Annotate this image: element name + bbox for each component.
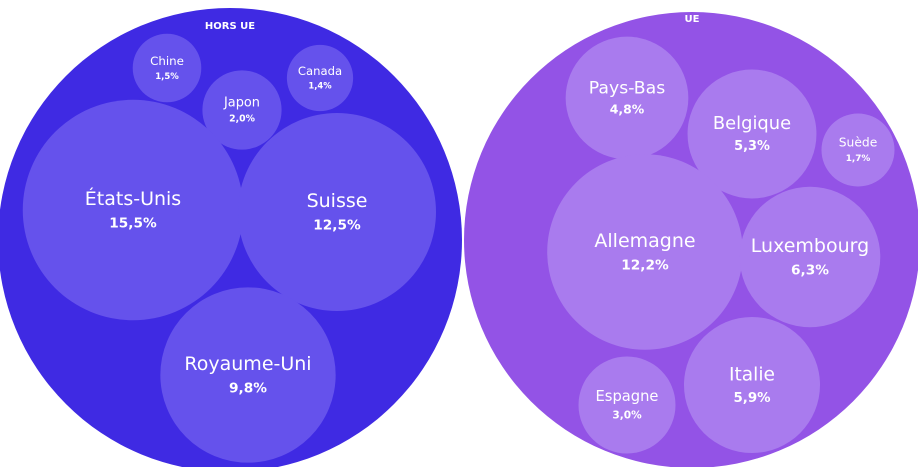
bubble [160, 287, 336, 463]
bubble-value: 1,7% [846, 154, 871, 164]
bubble-label: Espagne [596, 388, 659, 405]
bubble-label: Allemagne [594, 230, 695, 252]
bubble-value: 5,9% [733, 391, 770, 406]
bubble [286, 44, 354, 112]
bubble-value: 15,5% [109, 215, 157, 231]
bubble-label: Suisse [307, 190, 368, 212]
bubble-label: Royaume-Uni [184, 353, 311, 375]
bubble [565, 36, 689, 160]
bubble [22, 99, 244, 321]
bubble [739, 186, 881, 328]
bubble-value: 1,4% [308, 81, 332, 91]
bubble [578, 356, 676, 454]
bubble-value: 12,5% [313, 217, 361, 233]
bubble-label: Pays-Bas [589, 79, 665, 99]
bubble [683, 316, 821, 454]
bubble-label: Luxembourg [751, 235, 869, 257]
bubble [132, 33, 202, 103]
bubble-value: 3,0% [612, 409, 642, 421]
bubble-value: 9,8% [229, 380, 267, 396]
bubble-label: États-Unis [85, 187, 181, 210]
bubble-value: 5,3% [734, 139, 770, 154]
bubble-value: 6,3% [791, 262, 829, 278]
group-label: UE [685, 14, 700, 25]
bubble-value: 4,8% [610, 102, 645, 117]
bubble-label: Suède [839, 136, 878, 150]
bubble [687, 69, 817, 199]
group-label: HORS UE [205, 21, 255, 32]
bubble [202, 70, 282, 150]
bubble-label: Chine [150, 54, 184, 68]
bubble-value: 2,0% [229, 114, 255, 125]
bubble-label: Japon [223, 95, 260, 110]
bubble [547, 154, 743, 350]
bubble-value: 1,5% [155, 72, 179, 82]
bubble-label: Italie [729, 364, 775, 385]
bubble-value: 12,2% [621, 257, 669, 273]
bubble [821, 113, 895, 187]
bubble-label: Belgique [713, 113, 791, 134]
bubble [238, 113, 436, 311]
bubble-label: Canada [298, 64, 342, 78]
